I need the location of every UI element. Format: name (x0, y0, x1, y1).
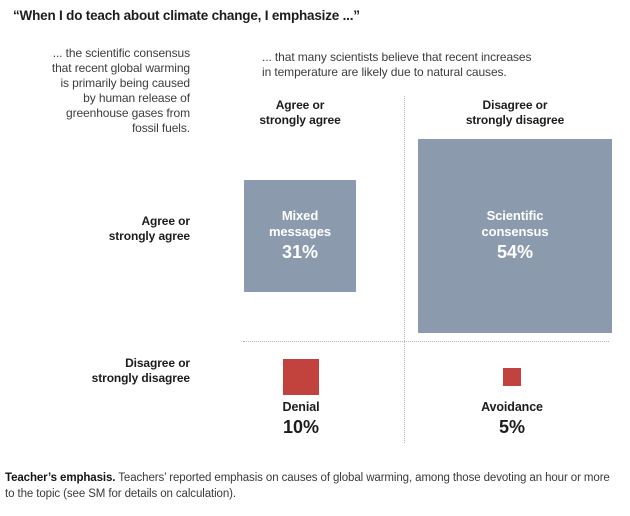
column-divider-dotted-line (404, 96, 405, 443)
mixed-messages-label: Mixed messages (268, 208, 332, 240)
denial-label: Denial (282, 400, 320, 414)
row-statement-text: ... the scientific consensus that recent… (51, 46, 190, 135)
scientific-consensus-value: 54% (496, 242, 533, 263)
denial-label-group: Denial 10% (241, 400, 361, 437)
avoidance-square (503, 368, 521, 386)
col-statement-text: ... that many scientists believe that re… (262, 50, 532, 79)
mixed-messages-square: Mixed messages 31% (244, 180, 356, 292)
col-header-agree: Agree or strongly agree (259, 98, 341, 127)
scientific-consensus-square: Scientific consensus 54% (417, 138, 613, 334)
avoidance-label-group: Avoidance 5% (452, 400, 572, 437)
caption-text: Teachers’ reported emphasis on causes of… (5, 471, 610, 500)
row-header-agree: Agree or strongly agree (108, 214, 190, 243)
mixed-messages-value: 31% (281, 242, 318, 263)
scientific-consensus-label: Scientific consensus (481, 208, 549, 240)
figure-caption: Teacher’s emphasis. Teachers’ reported e… (5, 470, 620, 502)
avoidance-value: 5% (498, 417, 525, 437)
row-divider-dotted-line (243, 341, 609, 342)
denial-square (283, 359, 319, 395)
col-header-disagree: Disagree or strongly disagree (465, 98, 565, 127)
avoidance-label: Avoidance (481, 400, 543, 414)
row-header-disagree: Disagree or strongly disagree (91, 356, 190, 385)
caption-lead: Teacher’s emphasis. (5, 471, 116, 484)
figure-title: “When I do teach about climate change, I… (13, 8, 360, 23)
denial-value: 10% (282, 417, 320, 437)
